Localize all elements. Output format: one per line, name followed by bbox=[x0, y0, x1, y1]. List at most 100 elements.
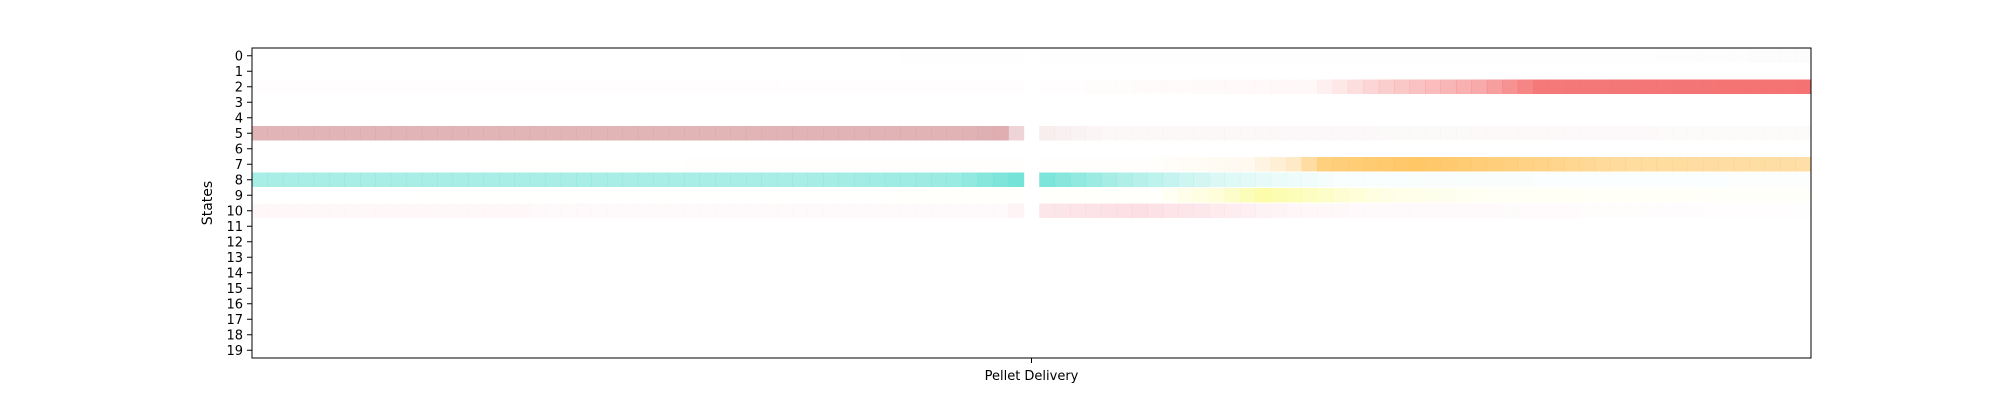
heatmap-cell bbox=[468, 203, 484, 218]
heatmap-cell bbox=[1085, 172, 1102, 187]
heatmap-cell bbox=[560, 126, 577, 141]
heatmap-cell bbox=[931, 49, 947, 64]
heatmap-cell bbox=[1224, 49, 1240, 64]
heatmap-cell bbox=[869, 80, 885, 95]
y-tick-label: 19 bbox=[226, 344, 243, 359]
heatmap-cell bbox=[406, 188, 422, 203]
heatmap-cell bbox=[252, 80, 268, 95]
heatmap-cell bbox=[1440, 188, 1457, 203]
heatmap-cell bbox=[561, 157, 577, 172]
heatmap-cell bbox=[839, 188, 855, 203]
heatmap-cell bbox=[947, 49, 963, 64]
heatmap-cell bbox=[1270, 203, 1287, 218]
heatmap-cell bbox=[931, 157, 947, 172]
heatmap-cell bbox=[545, 80, 561, 95]
heatmap-cell bbox=[1224, 203, 1241, 218]
heatmap-cell bbox=[1085, 126, 1102, 141]
heatmap-cell bbox=[576, 80, 592, 95]
heatmap-cell bbox=[545, 157, 561, 172]
heatmap-cell bbox=[1533, 49, 1549, 64]
heatmap-cell bbox=[1471, 157, 1488, 172]
x-tick-label: Pellet Delivery bbox=[985, 369, 1079, 384]
heatmap-cell bbox=[730, 203, 747, 218]
heatmap-cell bbox=[1224, 157, 1241, 172]
heatmap-cell bbox=[406, 126, 423, 141]
heatmap-cell bbox=[1317, 126, 1333, 141]
heatmap-cell bbox=[1718, 204, 1734, 219]
heatmap-cell bbox=[1656, 126, 1673, 141]
heatmap-cell bbox=[977, 203, 994, 218]
heatmap-cell bbox=[792, 80, 808, 95]
heatmap-cell bbox=[453, 80, 469, 95]
heatmap-cell bbox=[437, 80, 453, 95]
heatmap-cell bbox=[1131, 172, 1148, 187]
heatmap-cell bbox=[1270, 157, 1287, 172]
heatmap-cells bbox=[252, 48, 1812, 219]
y-tick-label: 10 bbox=[226, 204, 243, 219]
y-axis-label: States bbox=[200, 181, 216, 225]
heatmap-cell bbox=[344, 172, 361, 187]
heatmap-cell bbox=[1641, 203, 1658, 218]
heatmap-cell bbox=[1455, 157, 1472, 172]
heatmap-cell bbox=[1270, 79, 1287, 94]
heatmap-cell bbox=[1764, 126, 1781, 141]
heatmap-cell bbox=[838, 203, 855, 218]
heatmap-cell bbox=[776, 172, 793, 187]
heatmap-cell bbox=[1456, 49, 1472, 64]
heatmap-cell bbox=[468, 80, 484, 95]
heatmap-cell bbox=[807, 172, 824, 187]
heatmap-cell bbox=[669, 188, 685, 203]
heatmap-cell bbox=[699, 172, 716, 187]
heatmap-cell bbox=[1070, 49, 1086, 64]
heatmap-cell bbox=[607, 126, 623, 141]
heatmap-cell bbox=[1255, 49, 1271, 64]
heatmap-cell bbox=[298, 172, 315, 187]
heatmap-cell bbox=[1008, 157, 1024, 172]
heatmap-cell bbox=[452, 126, 469, 141]
y-tick-label: 4 bbox=[235, 111, 243, 126]
heatmap-cell bbox=[422, 188, 438, 203]
heatmap-cell bbox=[1533, 126, 1549, 141]
heatmap-cell bbox=[947, 188, 963, 203]
heatmap-cell bbox=[1039, 49, 1055, 64]
heatmap-cell bbox=[437, 188, 453, 203]
heatmap-cell bbox=[638, 188, 654, 203]
heatmap-cell bbox=[1378, 188, 1395, 203]
heatmap-cell bbox=[375, 126, 392, 141]
heatmap-cell bbox=[1085, 203, 1102, 218]
heatmap-cell bbox=[761, 157, 777, 172]
heatmap-cell bbox=[1378, 203, 1395, 218]
heatmap-cell bbox=[1100, 203, 1117, 218]
heatmap-cell bbox=[1178, 157, 1194, 172]
heatmap-cell bbox=[1702, 157, 1719, 172]
heatmap-cell bbox=[1549, 49, 1565, 64]
heatmap-cell bbox=[267, 203, 284, 218]
heatmap-cell bbox=[1796, 173, 1812, 188]
heatmap-cell bbox=[298, 126, 315, 141]
heatmap-cell bbox=[977, 49, 993, 64]
heatmap-cell bbox=[1549, 173, 1565, 188]
heatmap-cell bbox=[1147, 172, 1164, 187]
heatmap-cell bbox=[1086, 157, 1102, 172]
heatmap-cell bbox=[1039, 172, 1056, 187]
heatmap-cell bbox=[1163, 157, 1179, 172]
heatmap-cell bbox=[1054, 203, 1071, 218]
heatmap-cell bbox=[1271, 49, 1287, 64]
heatmap-cell bbox=[1394, 172, 1411, 187]
heatmap-cell bbox=[1194, 80, 1210, 95]
heatmap-cell bbox=[1070, 203, 1086, 218]
heatmap-cell bbox=[731, 157, 747, 172]
heatmap-cell bbox=[452, 172, 469, 187]
heatmap-cell bbox=[1672, 79, 1688, 94]
heatmap-cell bbox=[885, 188, 901, 203]
heatmap-cell bbox=[298, 80, 314, 95]
heatmap-cell bbox=[885, 157, 901, 172]
heatmap-cell bbox=[653, 80, 669, 95]
heatmap-cell bbox=[390, 172, 407, 187]
heatmap-cell bbox=[1548, 157, 1565, 172]
heatmap-cell bbox=[1594, 79, 1611, 94]
heatmap-cell bbox=[1286, 157, 1303, 172]
heatmap-cell bbox=[483, 203, 500, 218]
heatmap-cell bbox=[406, 80, 422, 95]
heatmap-cell bbox=[1239, 126, 1256, 141]
